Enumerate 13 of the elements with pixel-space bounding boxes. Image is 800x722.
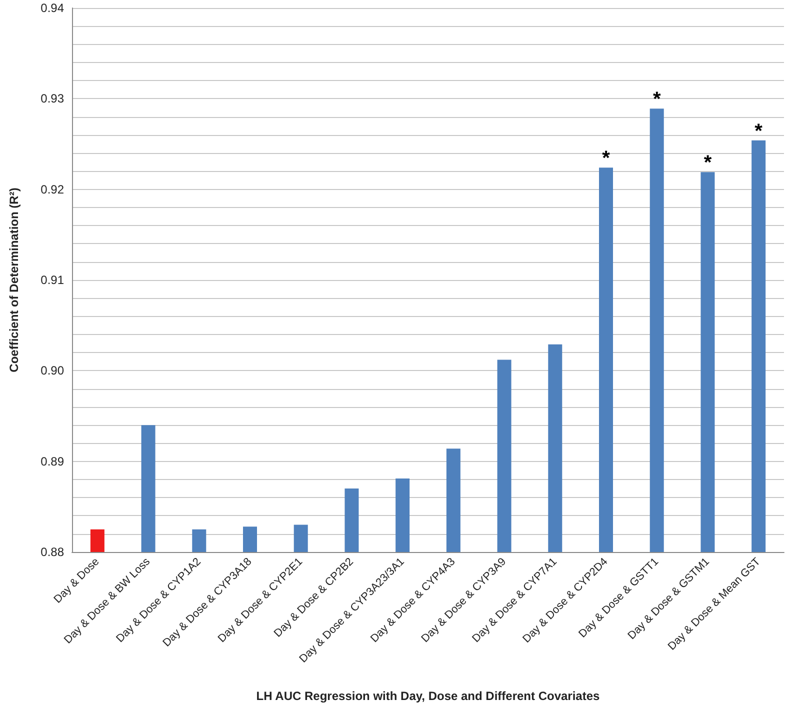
y-tick-label: 0.90 [40,364,64,378]
x-axis-title: LH AUC Regression with Day, Dose and Different Covariates [256,689,600,703]
annotation: * [754,120,763,142]
y-tick-label: 0.92 [40,182,64,196]
y-tick-label: 0.88 [40,545,64,559]
annotation: * [652,88,661,111]
y-tick-label: 0.91 [40,273,64,287]
y-axis-title: Coefficient of Determination (R²) [7,188,21,372]
annotation: * [704,152,712,174]
y-tick-label: 0.89 [40,454,64,468]
annotation: * [602,148,610,170]
y-tick-label: 0.94 [40,1,64,15]
y-tick-label: 0.93 [40,92,64,106]
